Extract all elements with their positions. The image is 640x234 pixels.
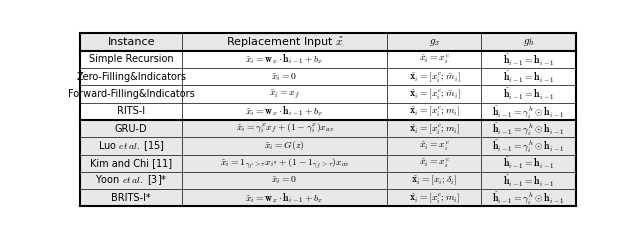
Text: Zero-Filling&Indicators: Zero-Filling&Indicators — [76, 72, 186, 82]
Bar — [81, 68, 575, 85]
Text: $\tilde{x}_i = 0$: $\tilde{x}_i = 0$ — [271, 175, 298, 186]
Text: $\hat{x}_i = x_i^c$: $\hat{x}_i = x_i^c$ — [419, 139, 450, 153]
Text: Yoon $\mathit{et\,al.}$ [3]*: Yoon $\mathit{et\,al.}$ [3]* — [95, 174, 168, 187]
Text: $\tilde{x}_i = \mathbf{w}_x \cdot \mathbf{h}_{i-1} + b_x$: $\tilde{x}_i = \mathbf{w}_x \cdot \mathb… — [245, 191, 324, 205]
Text: $\hat{\mathbf{h}}_{i-1} = \mathbf{h}_{i-1}$: $\hat{\mathbf{h}}_{i-1} = \mathbf{h}_{i-… — [502, 86, 554, 102]
Text: $\hat{\mathbf{h}}_{i-1} = \mathbf{h}_{i-1}$: $\hat{\mathbf{h}}_{i-1} = \mathbf{h}_{i-… — [502, 51, 554, 68]
Text: $\hat{\mathbf{x}}_i = [x_i^c; \bar{m}_i]$: $\hat{\mathbf{x}}_i = [x_i^c; \bar{m}_i]… — [408, 87, 460, 101]
Text: $\hat{x}_i = x_i^c$: $\hat{x}_i = x_i^c$ — [419, 157, 450, 170]
Text: $\hat{\mathbf{x}}_i = [x_i^c; m_i]$: $\hat{\mathbf{x}}_i = [x_i^c; m_i]$ — [409, 122, 460, 135]
Text: $\hat{\mathbf{h}}_{i-1} = \mathbf{h}_{i-1}$: $\hat{\mathbf{h}}_{i-1} = \mathbf{h}_{i-… — [502, 155, 554, 171]
Text: $\tilde{x}_i = 0$: $\tilde{x}_i = 0$ — [271, 71, 298, 83]
Text: Simple Recursion: Simple Recursion — [89, 55, 173, 64]
Bar — [81, 137, 575, 155]
Text: $\tilde{x}_i = \gamma_i^x x_{\mathit{f}} + (1 - \gamma_i^x)x_{av}$: $\tilde{x}_i = \gamma_i^x x_{\mathit{f}}… — [236, 122, 334, 135]
Text: $g_x$: $g_x$ — [429, 37, 440, 48]
Text: $\hat{\mathbf{h}}_{i-1} = \gamma_i^h \odot \mathbf{h}_{i-1}$: $\hat{\mathbf{h}}_{i-1} = \gamma_i^h \od… — [492, 103, 565, 120]
Bar — [81, 85, 575, 103]
Text: $\tilde{x}_i = \mathbf{1}_{\gamma_{f'}>\tau} x_{i''} + (1 - \mathbf{1}_{\gamma_{: $\tilde{x}_i = \mathbf{1}_{\gamma_{f'}>\… — [220, 156, 349, 171]
Text: Instance: Instance — [108, 37, 155, 47]
Text: $\tilde{x}_i = \mathbf{w}_x \cdot \mathbf{h}_{i-1} + b_x$: $\tilde{x}_i = \mathbf{w}_x \cdot \mathb… — [245, 105, 324, 118]
Bar — [81, 33, 575, 51]
Text: Forward-Filling&Indicators: Forward-Filling&Indicators — [68, 89, 195, 99]
Text: $g_h$: $g_h$ — [523, 37, 534, 48]
Text: $\hat{\mathbf{h}}_{i-1} = \mathbf{h}_{i-1}$: $\hat{\mathbf{h}}_{i-1} = \mathbf{h}_{i-… — [502, 69, 554, 85]
Bar — [81, 103, 575, 120]
Text: Kim and Chi [11]: Kim and Chi [11] — [90, 158, 172, 168]
Text: $\hat{\mathbf{h}}_{i-1} = \gamma_i^h \odot \mathbf{h}_{i-1}$: $\hat{\mathbf{h}}_{i-1} = \gamma_i^h \od… — [492, 120, 565, 137]
Text: $\hat{\mathbf{x}}_i = [x_i^c; m_i]$: $\hat{\mathbf{x}}_i = [x_i^c; m_i]$ — [409, 104, 460, 118]
Text: $\tilde{x}_i = G(z)$: $\tilde{x}_i = G(z)$ — [264, 139, 305, 152]
Text: $\tilde{x}_i = x_{\mathit{f}}$: $\tilde{x}_i = x_{\mathit{f}}$ — [269, 88, 300, 100]
Text: Luo $\mathit{et\,al.}$ [15]: Luo $\mathit{et\,al.}$ [15] — [98, 139, 164, 153]
Text: GRU-D: GRU-D — [115, 124, 148, 134]
Text: $\tilde{x}_i = \mathbf{w}_x \cdot \mathbf{h}_{i-1} + b_x$: $\tilde{x}_i = \mathbf{w}_x \cdot \mathb… — [245, 53, 324, 66]
Text: BRITS-I*: BRITS-I* — [111, 193, 151, 203]
Bar — [81, 189, 575, 206]
Text: $\hat{\mathbf{x}}_i = [x_i; \delta_i]$: $\hat{\mathbf{x}}_i = [x_i; \delta_i]$ — [412, 174, 458, 187]
Bar — [81, 155, 575, 172]
Text: $\hat{\mathbf{x}}_i = [x_i^c; m_i]$: $\hat{\mathbf{x}}_i = [x_i^c; m_i]$ — [409, 191, 460, 205]
Text: RITS-I: RITS-I — [117, 106, 145, 116]
Text: $\hat{\mathbf{h}}_{i-1} = \gamma_i^h \odot \mathbf{h}_{i-1}$: $\hat{\mathbf{h}}_{i-1} = \gamma_i^h \od… — [492, 190, 565, 206]
Text: $\hat{\mathbf{x}}_i = [x_i^c; \bar{m}_i]$: $\hat{\mathbf{x}}_i = [x_i^c; \bar{m}_i]… — [408, 70, 460, 84]
Bar — [81, 51, 575, 68]
Text: Replacement Input $\tilde{x}$: Replacement Input $\tilde{x}$ — [226, 35, 344, 49]
Bar — [81, 172, 575, 189]
Text: $\hat{\mathbf{h}}_{i-1} = \gamma_i^h \odot \mathbf{h}_{i-1}$: $\hat{\mathbf{h}}_{i-1} = \gamma_i^h \od… — [492, 138, 565, 154]
Text: $\hat{x}_i = x_i^c$: $\hat{x}_i = x_i^c$ — [419, 53, 450, 66]
Bar — [81, 120, 575, 137]
Text: $\hat{\mathbf{h}}_{i-1} = \mathbf{h}_{i-1}$: $\hat{\mathbf{h}}_{i-1} = \mathbf{h}_{i-… — [502, 172, 554, 189]
